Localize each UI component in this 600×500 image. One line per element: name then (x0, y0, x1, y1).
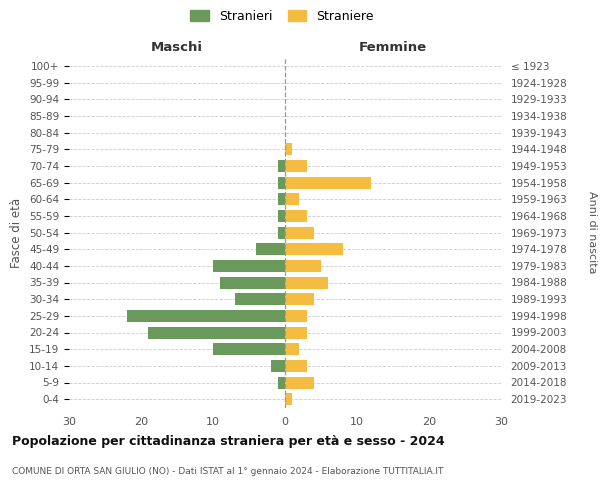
Bar (285, 326, 307, 338)
Bar (285, 243, 343, 255)
Text: Femmine: Femmine (359, 41, 427, 54)
Text: COMUNE DI ORTA SAN GIULIO (NO) - Dati ISTAT al 1° gennaio 2024 - Elaborazione TU: COMUNE DI ORTA SAN GIULIO (NO) - Dati IS… (12, 468, 443, 476)
Bar (278, 226, 285, 238)
Bar (127, 310, 285, 322)
Bar (285, 143, 292, 155)
Bar (285, 293, 314, 305)
Bar (285, 210, 307, 222)
Bar (213, 343, 285, 355)
Text: Maschi: Maschi (151, 41, 203, 54)
Bar (285, 393, 292, 405)
Bar (278, 193, 285, 205)
Bar (220, 276, 285, 288)
Bar (278, 210, 285, 222)
Bar (271, 360, 285, 372)
Bar (285, 376, 314, 388)
Bar (285, 276, 328, 288)
Bar (285, 226, 314, 238)
Y-axis label: Fasce di età: Fasce di età (10, 198, 23, 268)
Bar (285, 310, 307, 322)
Bar (278, 376, 285, 388)
Bar (278, 176, 285, 188)
Bar (285, 360, 307, 372)
Bar (256, 243, 285, 255)
Text: Popolazione per cittadinanza straniera per età e sesso - 2024: Popolazione per cittadinanza straniera p… (12, 435, 445, 448)
Bar (285, 343, 299, 355)
Legend: Stranieri, Straniere: Stranieri, Straniere (187, 6, 377, 26)
Bar (285, 260, 321, 272)
Text: Anni di nascita: Anni di nascita (587, 191, 597, 274)
Bar (285, 160, 307, 172)
Bar (235, 293, 285, 305)
Bar (278, 160, 285, 172)
Bar (285, 193, 299, 205)
Bar (213, 260, 285, 272)
Bar (148, 326, 285, 338)
Bar (285, 176, 371, 188)
